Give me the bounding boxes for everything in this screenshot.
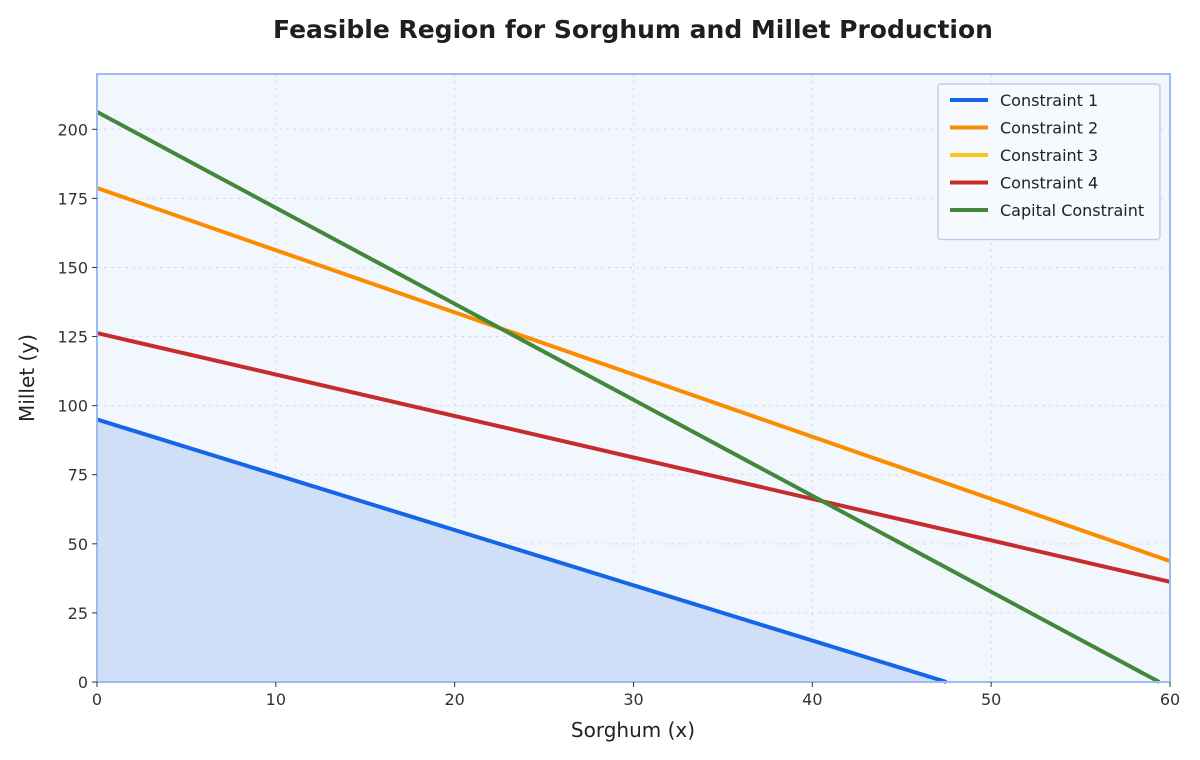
legend-label-1: Constraint 1 <box>1000 91 1098 110</box>
legend: Constraint 1 Constraint 2 Constraint 3 Cons… <box>937 83 1161 241</box>
y-tick-label-25: 25 <box>68 604 88 623</box>
y-tick-label-0: 0 <box>78 673 88 692</box>
y-tick-label-100: 100 <box>57 397 88 416</box>
legend-label-2: Constraint 2 <box>1000 119 1098 138</box>
y-tick-label-200: 200 <box>57 120 88 139</box>
legend-box <box>937 83 1161 241</box>
y-tick-label-175: 175 <box>57 189 88 208</box>
y-axis-label: Millet (y) <box>15 334 39 422</box>
axis-ticks: 0 10 20 30 40 50 60 0 25 50 75 100 125 150 175 200 <box>57 120 1180 709</box>
y-tick-label-75: 75 <box>68 466 88 485</box>
series-line-5 <box>96 110 1161 684</box>
series-line-1 <box>96 417 948 684</box>
series-line-2 <box>96 186 1171 563</box>
legend-label-5: Capital Constraint <box>1000 201 1144 220</box>
x-tick-label-40: 40 <box>802 690 822 709</box>
legend-label-3: Constraint 3 <box>1000 146 1098 165</box>
y-tick-label-125: 125 <box>57 328 88 347</box>
y-tick-label-150: 150 <box>57 258 88 277</box>
x-tick-label-60: 60 <box>1160 690 1180 709</box>
series-layer <box>96 110 1171 684</box>
x-tick-label-20: 20 <box>444 690 464 709</box>
x-tick-label-30: 30 <box>623 690 643 709</box>
x-tick-label-50: 50 <box>981 690 1001 709</box>
x-tick-label-0: 0 <box>92 690 102 709</box>
x-tick-label-10: 10 <box>266 690 286 709</box>
series-line-4 <box>96 331 1171 584</box>
legend-label-4: Constraint 4 <box>1000 174 1098 193</box>
chart-title: Feasible Region for Sorghum and Millet P… <box>273 15 993 44</box>
y-tick-label-50: 50 <box>68 535 88 554</box>
x-axis-label: Sorghum (x) <box>571 718 695 742</box>
